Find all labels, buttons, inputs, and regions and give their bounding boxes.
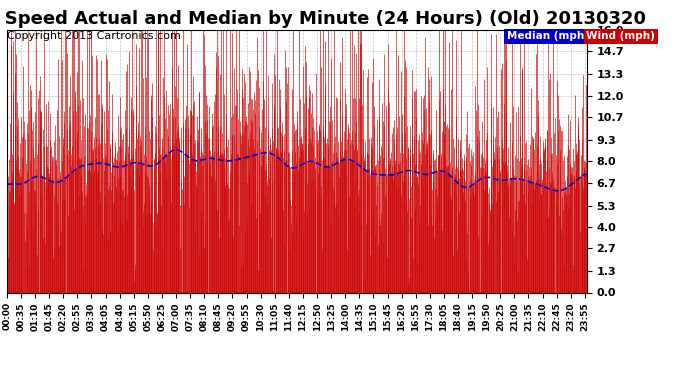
Text: Median (mph): Median (mph): [507, 32, 589, 41]
Title: Wind Speed Actual and Median by Minute (24 Hours) (Old) 20130320: Wind Speed Actual and Median by Minute (…: [0, 10, 647, 28]
Text: Wind (mph): Wind (mph): [586, 32, 656, 41]
Text: Copyright 2013 Cartronics.com: Copyright 2013 Cartronics.com: [7, 32, 181, 41]
